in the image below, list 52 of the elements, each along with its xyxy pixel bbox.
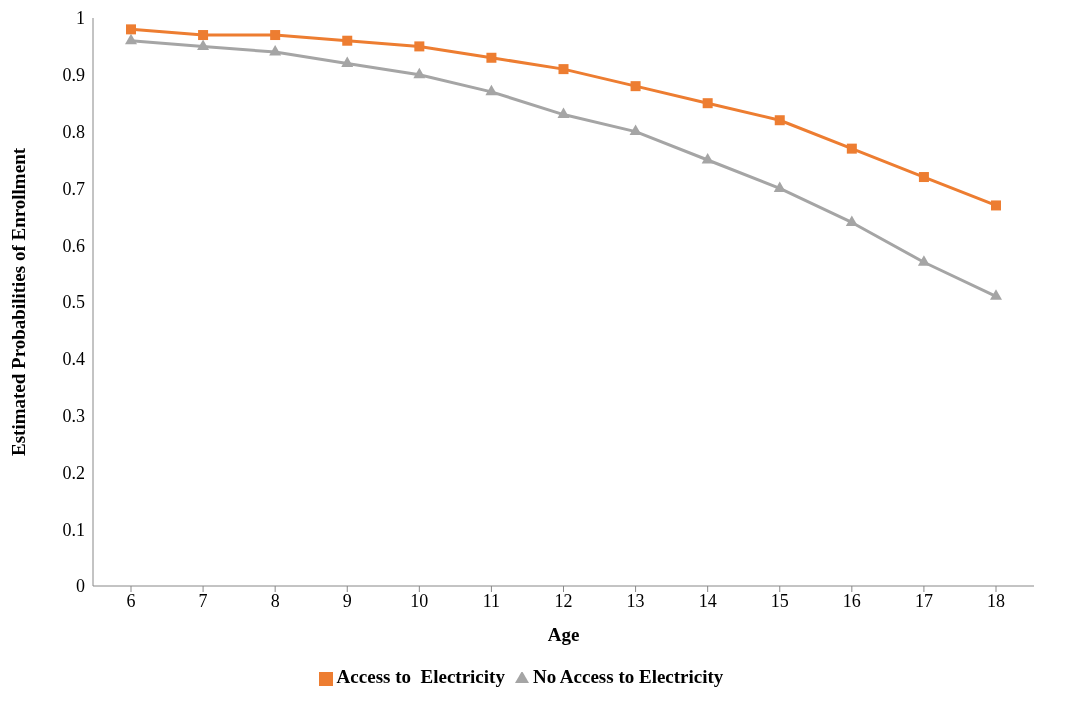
y-tick-label: 0 (76, 576, 85, 597)
legend-label: Access to Electricity (336, 666, 505, 687)
y-tick-label: 0.3 (62, 405, 85, 426)
x-tick-label: 8 (270, 590, 280, 611)
x-tick-label: 15 (770, 590, 789, 611)
point (630, 81, 641, 92)
y-tick-label: 0.6 (62, 235, 85, 256)
y-tick-label: 0.2 (62, 462, 85, 483)
x-tick-label: 7 (198, 590, 208, 611)
y-tick-label: 0.1 (62, 519, 85, 540)
y-tick-label: 1 (76, 8, 85, 29)
point (269, 45, 282, 56)
y-tick-label: 0.7 (62, 178, 85, 199)
y-tick-label: 0.8 (62, 121, 85, 142)
point (125, 33, 137, 45)
point (918, 172, 929, 183)
point (557, 107, 570, 119)
x-tick-label: 6 (126, 590, 136, 611)
point (270, 30, 281, 41)
y-tick-label: 0.5 (62, 292, 85, 313)
x-tick-label: 10 (410, 590, 429, 611)
point (917, 255, 930, 266)
point (701, 153, 714, 164)
point (342, 35, 353, 46)
y-axis-title: Estimated Probabilities of Enrollment (7, 147, 29, 457)
point (774, 115, 785, 126)
point (197, 39, 210, 50)
point (558, 64, 569, 75)
point (486, 52, 497, 63)
y-tick-label: 0.9 (62, 65, 85, 86)
x-tick-label: 9 (342, 590, 352, 611)
point (485, 84, 498, 96)
point (413, 67, 426, 79)
x-tick-label: 11 (482, 590, 501, 611)
y-tick-label: 0.4 (62, 349, 85, 370)
x-tick-label: 18 (987, 590, 1005, 611)
point (845, 215, 858, 226)
point (991, 200, 1001, 211)
point (990, 289, 1002, 300)
x-tick-label: 16 (842, 590, 861, 611)
point (846, 143, 857, 154)
legend-label: No Access to Electricity (532, 666, 724, 687)
point (126, 24, 136, 35)
x-axis-title: Age (547, 624, 580, 645)
point (702, 98, 713, 109)
x-tick-label: 17 (914, 590, 933, 611)
x-tick-label: 14 (698, 590, 717, 611)
point (341, 56, 354, 67)
x-tick-label: 13 (626, 590, 645, 611)
point (414, 41, 425, 52)
x-tick-label: 12 (554, 590, 573, 611)
point (198, 30, 209, 41)
